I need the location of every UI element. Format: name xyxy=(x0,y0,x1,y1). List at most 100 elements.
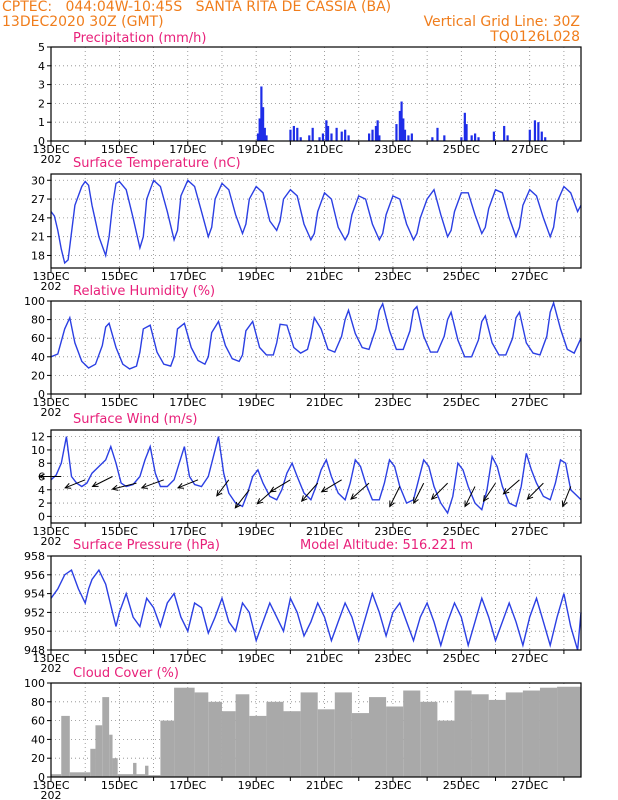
precip-bar xyxy=(403,129,407,141)
precip-bar xyxy=(544,137,547,141)
x-tick-label: 27DEC xyxy=(511,143,548,156)
precip-bar xyxy=(378,135,381,141)
y-tick-label: 952 xyxy=(24,606,45,619)
y-tick-label: 40 xyxy=(31,351,45,364)
precip-bar xyxy=(262,107,265,141)
y-tick-label: 0 xyxy=(38,510,45,523)
wind-arrow xyxy=(483,482,496,502)
wind-arrow-head xyxy=(269,486,277,493)
x-tick-label: 21DEC xyxy=(306,652,343,665)
precip-bar xyxy=(344,129,347,141)
cloud-bar xyxy=(386,706,404,777)
cloud-bar xyxy=(109,734,113,777)
cloud-bar xyxy=(334,692,352,777)
x-tick-year-label: 202 xyxy=(41,789,62,800)
wind-arrow xyxy=(112,482,137,490)
y-tick-label: 27 xyxy=(31,193,45,206)
cloud-bar xyxy=(148,775,161,777)
grid-line-text: Vertical Grid Line: 30Z xyxy=(423,14,580,30)
panel-frame xyxy=(50,682,582,778)
y-tick-label: 5 xyxy=(38,41,45,54)
cloud-bar xyxy=(403,690,421,777)
cloud-bar xyxy=(90,748,96,777)
panel-title: Surface Temperature (nC) xyxy=(73,156,241,171)
x-tick-label: 19DEC xyxy=(238,270,275,283)
y-tick-label: 24 xyxy=(31,212,45,225)
wind-arrow xyxy=(301,482,319,502)
wind-arrow-head xyxy=(526,493,534,500)
panel-title: Precipitation (mm/h) xyxy=(73,31,206,46)
wind-arrow xyxy=(350,482,370,500)
x-tick-label: 25DEC xyxy=(443,652,480,665)
wind-arrow xyxy=(527,482,544,500)
precip-bar xyxy=(474,133,477,141)
precip-bar xyxy=(465,124,468,141)
cloud-bar xyxy=(369,697,387,777)
x-tick-year-label: 202 xyxy=(41,153,62,166)
x-tick-label: 17DEC xyxy=(169,396,206,409)
y-tick-label: 958 xyxy=(24,550,45,563)
precip-bar xyxy=(431,137,434,141)
x-tick-label: 21DEC xyxy=(306,143,343,156)
precip-bar xyxy=(492,131,496,141)
cloud-bar xyxy=(61,715,70,777)
cloud-bar xyxy=(283,711,301,777)
y-tick-label: 12 xyxy=(31,431,45,444)
precip-bar xyxy=(528,129,531,141)
precip-bar xyxy=(506,135,509,141)
x-tick-label: 21DEC xyxy=(306,270,343,283)
cloud-bar xyxy=(266,701,284,777)
precip-bar xyxy=(330,133,333,141)
cloud-bar xyxy=(160,720,175,777)
wind-arrow-head xyxy=(300,495,308,503)
station-line: CPTEC: 044:04W-10:45S SANTA RITA DE CASS… xyxy=(2,0,392,15)
cloud-bar xyxy=(221,711,236,777)
precip-bar xyxy=(256,133,260,141)
wind-arrow-head xyxy=(234,501,241,509)
cloud-bar xyxy=(539,687,558,777)
cloud-bar xyxy=(471,694,489,777)
wind-arrow xyxy=(321,479,342,493)
y-tick-label: 60 xyxy=(31,715,45,728)
cloud-bar xyxy=(95,725,103,777)
y-tick-label: 2 xyxy=(38,97,45,110)
cloud-bar xyxy=(136,774,146,777)
wind-arrow xyxy=(562,486,572,507)
precip-bar xyxy=(371,129,374,141)
wind-arrow-head xyxy=(176,483,185,489)
x-tick-label: 15DEC xyxy=(101,525,138,538)
y-tick-label: 60 xyxy=(31,332,45,345)
wind-arrow-head xyxy=(64,483,72,489)
cloud-bar xyxy=(112,758,118,777)
x-tick-year-label: 202 xyxy=(41,662,62,675)
wind-arrow xyxy=(413,482,425,504)
panel-frame xyxy=(50,300,582,395)
x-tick-label: 25DEC xyxy=(443,396,480,409)
wind-arrow-head xyxy=(413,497,419,505)
precip-bar xyxy=(537,122,540,141)
x-tick-label: 25DEC xyxy=(443,779,480,792)
precip-bar xyxy=(258,118,261,141)
wind-arrow xyxy=(92,476,113,487)
wind-arrow-head xyxy=(482,495,489,503)
x-tick-label: 15DEC xyxy=(101,396,138,409)
cloud-bar xyxy=(300,692,318,777)
cloud-bar xyxy=(437,720,455,777)
precip-bar xyxy=(400,101,403,141)
y-tick-label: 20 xyxy=(31,752,45,765)
x-tick-label: 17DEC xyxy=(169,525,206,538)
y-tick-label: 948 xyxy=(24,644,45,657)
wind-arrow xyxy=(270,479,291,493)
x-tick-label: 19DEC xyxy=(238,396,275,409)
cloud-bar xyxy=(557,686,581,777)
cloud-bar xyxy=(235,694,250,777)
run-code: TQ0126L028 xyxy=(490,29,580,45)
wind-arrow xyxy=(464,486,476,507)
series-line xyxy=(50,436,582,515)
panel-title: Relative Humidity (%) xyxy=(73,284,215,299)
y-tick-label: 6 xyxy=(38,471,45,484)
wind-arrow xyxy=(177,479,199,489)
precip-bar xyxy=(299,137,302,141)
cloud-bar xyxy=(420,701,438,777)
